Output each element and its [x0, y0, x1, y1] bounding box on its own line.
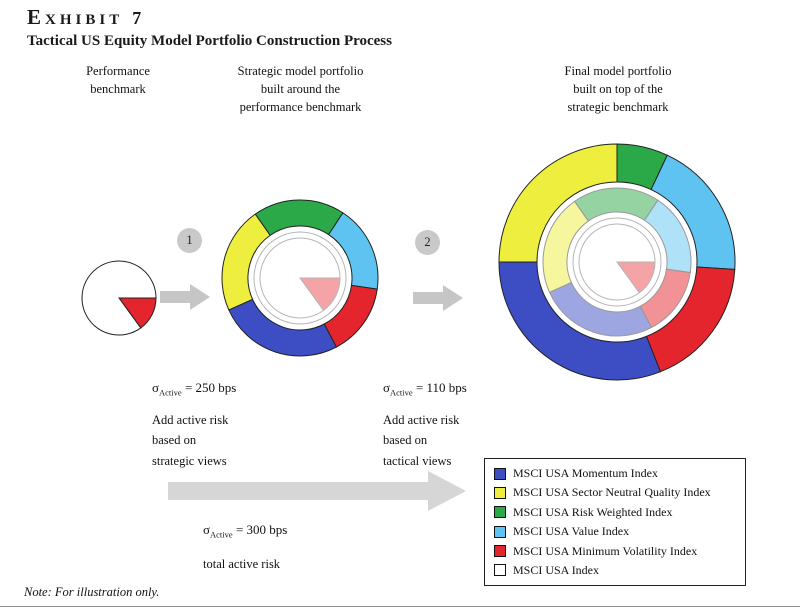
sigma-value: = 300 bps — [235, 522, 288, 537]
strategic-faded-segment — [542, 200, 590, 293]
column-header-performance-benchmark: Performance benchmark — [86, 64, 150, 97]
exhibit-label-first-letter: E — [27, 5, 46, 29]
legend-label: MSCI USA Momentum Index — [513, 466, 659, 480]
legend-label: MSCI USA Index — [513, 562, 600, 577]
arrow-step-2-icon — [413, 285, 463, 311]
strategic-faded-segment — [573, 187, 659, 222]
strategic-views-description: Add active risk based on strategic views — [152, 413, 229, 468]
footnote: Note: For illustration only. — [24, 585, 160, 599]
column-header-strategic-portfolio: Strategic model portfolio built around t… — [237, 64, 364, 115]
legend-swatch — [494, 506, 506, 519]
sigma-value: = 250 bps — [184, 380, 237, 395]
exhibit-label: EXHIBIT 7 — [27, 5, 141, 30]
exhibit-label-rest: XHIBIT — [45, 12, 124, 28]
legend-item: MSCI USA Index — [494, 563, 736, 578]
legend-label: MSCI USA Value Index — [513, 524, 630, 539]
column-header-final-portfolio: Final model portfolio built on top of th… — [564, 64, 672, 115]
step-1-badge: 1 — [177, 228, 202, 253]
strategic-portfolio-donut-chart — [221, 199, 379, 357]
legend-item: MSCI USA Value Index — [494, 524, 736, 539]
arrow-total-icon — [168, 471, 466, 511]
bottom-rule — [0, 606, 800, 607]
sigma-symbol: σ — [383, 380, 391, 395]
strategic-segment — [221, 213, 271, 311]
legend-swatch — [494, 525, 506, 538]
benchmark-slice — [81, 260, 157, 336]
legend-item: MSCI USA Risk Weighted Index — [494, 505, 736, 520]
legend-swatch — [494, 545, 506, 558]
sigma-value: = 110 bps — [415, 380, 467, 395]
legend-swatch — [494, 467, 506, 480]
total-active-risk-label: total active risk — [203, 557, 281, 571]
tactical-active-risk: σActive = 110 bps — [383, 380, 467, 398]
benchmark-pie-chart — [81, 260, 157, 336]
legend-swatch — [494, 564, 506, 577]
legend: MSCI USA Momentum Index MSCI USA Sector N… — [484, 458, 746, 586]
exhibit-number: 7 — [132, 8, 142, 28]
final-segment — [498, 143, 618, 263]
sigma-symbol: σ — [203, 522, 211, 537]
step-2-badge: 2 — [415, 230, 440, 255]
strategic-segment — [254, 199, 344, 237]
sigma-subscript: Active — [159, 387, 182, 398]
strategic-active-risk: σActive = 250 bps — [152, 380, 236, 398]
arrow-step-1-icon — [160, 284, 210, 310]
legend-label: MSCI USA Minimum Volatility Index — [513, 543, 698, 558]
legend-label: MSCI USA Sector Neutral Quality Index — [513, 485, 711, 500]
final-portfolio-donut-chart — [498, 143, 736, 381]
benchmark-faded-slice — [259, 237, 341, 319]
benchmark-faded-slice — [578, 223, 656, 301]
legend-item: MSCI USA Sector Neutral Quality Index — [494, 485, 736, 500]
legend-item: MSCI USA Minimum Volatility Index — [494, 544, 736, 559]
legend-label: MSCI USA Risk Weighted Index — [513, 504, 673, 519]
sigma-subscript: Active — [210, 529, 233, 540]
legend-swatch — [494, 486, 506, 499]
final-segment — [498, 261, 662, 381]
exhibit-title: Tactical US Equity Model Portfolio Const… — [27, 33, 392, 49]
sigma-symbol: σ — [152, 380, 160, 395]
sigma-subscript: Active — [390, 387, 413, 398]
tactical-views-description: Add active risk based on tactical views — [383, 413, 460, 468]
total-active-risk: σActive = 300 bps — [203, 522, 287, 540]
legend-item: MSCI USA Momentum Index — [494, 466, 736, 481]
